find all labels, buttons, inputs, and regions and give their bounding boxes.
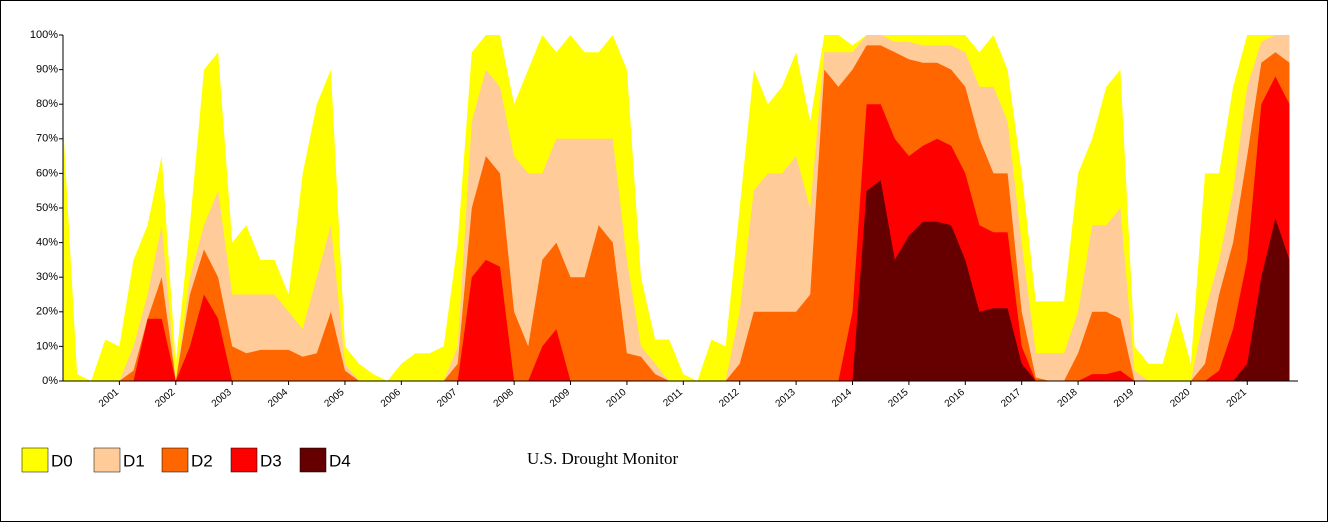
y-tick-label: 70% xyxy=(36,133,58,145)
y-tick-label: 80% xyxy=(36,98,58,110)
legend-label: D1 xyxy=(123,451,145,470)
area-d4 xyxy=(63,180,1290,381)
legend-label: D2 xyxy=(191,451,213,470)
y-tick-label: 60% xyxy=(36,167,58,179)
y-tick-label: 50% xyxy=(36,202,58,214)
y-tick-label: 20% xyxy=(36,306,58,318)
y-tick-label: 30% xyxy=(36,271,58,283)
chart-title: U.S. Drought Monitor xyxy=(527,449,678,468)
legend-swatch xyxy=(93,447,121,473)
legend-label: D0 xyxy=(51,451,73,470)
legend-swatch xyxy=(230,447,258,473)
legend-label: D4 xyxy=(329,451,351,470)
y-tick-label: 90% xyxy=(36,64,58,76)
area-d3 xyxy=(63,76,1290,381)
legend-label: D3 xyxy=(260,451,282,470)
y-tick-label: 40% xyxy=(36,237,58,249)
y-tick-label: 0% xyxy=(42,375,58,387)
legend-swatch xyxy=(161,447,189,473)
legend-swatch xyxy=(21,447,49,473)
y-tick-label: 10% xyxy=(36,340,58,352)
legend-swatch xyxy=(299,447,327,473)
y-tick-label: 100% xyxy=(30,29,58,41)
